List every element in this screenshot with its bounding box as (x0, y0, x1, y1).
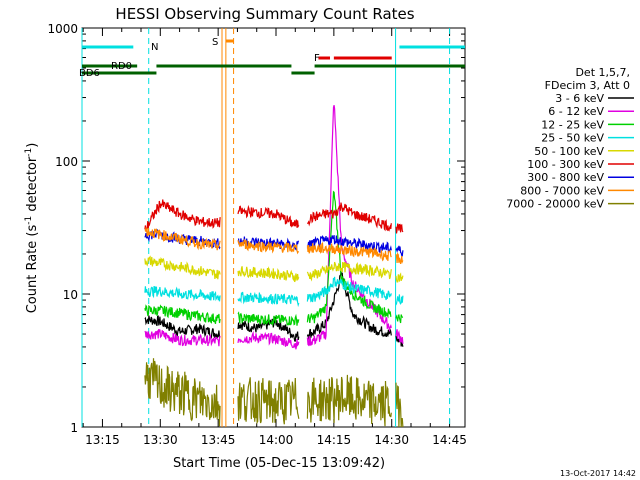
series-line-1 (144, 105, 404, 350)
flag-label-rd0: RD0 (111, 61, 132, 72)
series-line-5 (144, 199, 404, 234)
legend-entry-label: 50 - 100 keV (534, 145, 604, 158)
y-tick-label: 100 (55, 155, 78, 169)
y-tick-label: 10 (63, 288, 78, 302)
x-tick-label: 14:00 (259, 433, 294, 447)
flag-label-s: S (212, 37, 218, 48)
vertical-markers (81, 28, 451, 427)
legend-entry-label: 25 - 50 keV (541, 132, 604, 145)
plot-frame (81, 27, 466, 428)
series-layer (144, 105, 404, 428)
y-tick-label: 1000 (47, 22, 78, 36)
flag-label-f: F (314, 53, 320, 64)
legend-entry-label: 3 - 6 keV (555, 92, 604, 105)
axis-ticks: 13:15 13:30 13:45 14:00 14:15 14:30 14:45 1 10 10… (47, 22, 466, 447)
legend-entry-label: 12 - 25 keV (541, 118, 604, 131)
series-line-2 (144, 190, 404, 327)
legend-entry-label: 100 - 300 keV (527, 158, 604, 171)
footer-timestamp: 13-Oct-2017 14:42 (560, 469, 636, 478)
x-tick-label: 13:30 (143, 433, 178, 447)
series-line-7 (144, 226, 404, 265)
series-line-3 (144, 276, 404, 308)
y-tick-label: 1 (70, 421, 78, 435)
series-line-0 (144, 271, 404, 347)
x-axis-label: Start Time (05-Dec-15 13:09:42) (173, 456, 385, 471)
x-tick-label: 14:45 (432, 433, 467, 447)
legend-entry-label: 6 - 12 keV (548, 105, 604, 118)
y-axis-label: Count Rate (s-1 detector-1) (24, 143, 40, 314)
legend-entry-label: 7000 - 20000 keV (506, 198, 604, 211)
x-tick-label: 14:15 (317, 433, 352, 447)
series-line-8 (144, 358, 404, 428)
series-line-4 (144, 255, 404, 283)
flag-label-n: N (151, 42, 158, 53)
legend-header-line: FDecim 3, Att 0 (545, 79, 630, 92)
flag-bars: N RD0 BD6 S F (79, 37, 465, 79)
chart-title: HESSI Observing Summary Count Rates (115, 5, 414, 23)
x-tick-label: 14:30 (374, 433, 409, 447)
legend-header-line: Det 1,5,7, (575, 66, 630, 79)
x-tick-label: 13:45 (201, 433, 236, 447)
x-tick-label: 13:15 (85, 433, 120, 447)
legend-entry-label: 300 - 800 keV (527, 171, 604, 184)
legend-entry-label: 800 - 7000 keV (520, 184, 604, 197)
flag-label-bd6: BD6 (79, 68, 100, 79)
